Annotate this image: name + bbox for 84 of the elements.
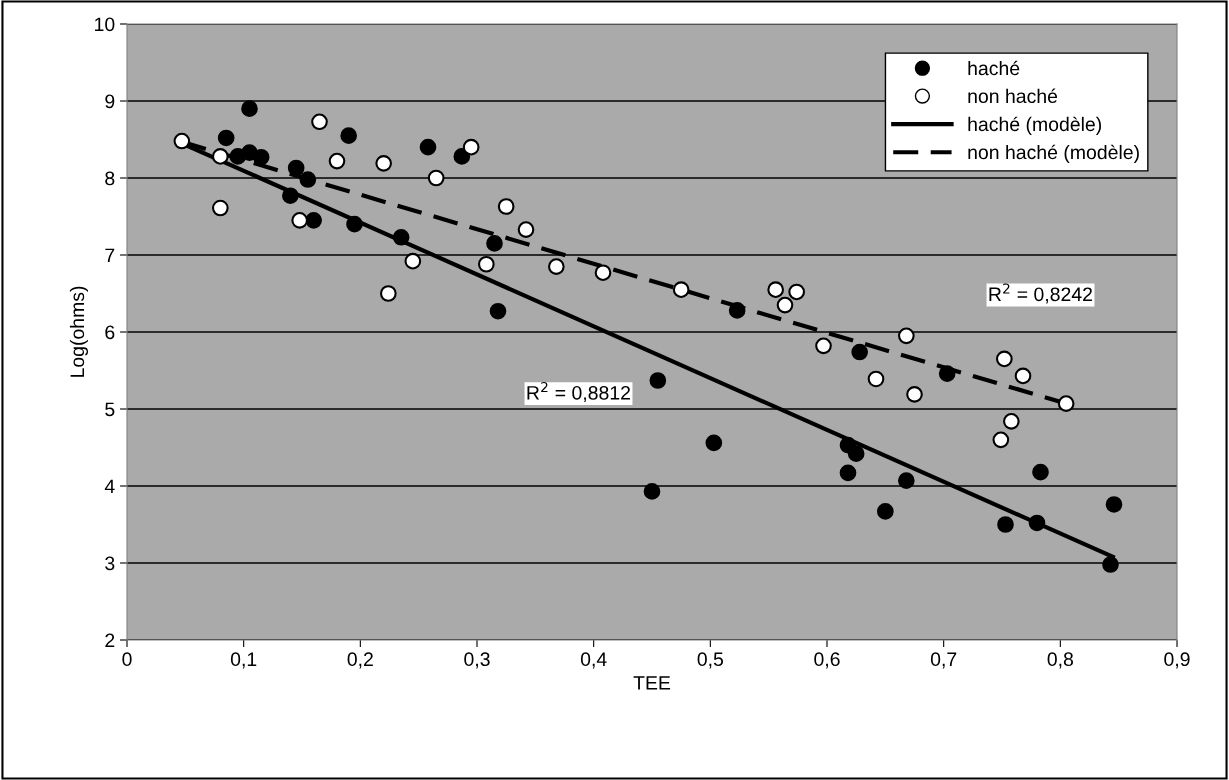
point — [212, 199, 229, 217]
point — [489, 302, 507, 320]
point — [380, 285, 397, 302]
point — [340, 127, 357, 144]
x-tick-label: 0,7 — [930, 652, 957, 669]
point — [212, 148, 229, 165]
point — [548, 258, 565, 275]
point — [305, 212, 322, 229]
point — [877, 503, 894, 520]
point — [217, 129, 235, 147]
point — [705, 434, 723, 452]
point — [997, 516, 1014, 533]
y-tick-label: 9 — [105, 94, 115, 109]
x-tick-label: 0,4 — [580, 652, 607, 669]
x-tick-label: 0,6 — [814, 652, 840, 669]
point — [497, 198, 515, 215]
point — [1003, 413, 1020, 430]
point — [728, 302, 746, 319]
point — [252, 148, 270, 166]
y-tick-label: 5 — [105, 402, 115, 417]
point — [867, 370, 885, 388]
point — [815, 337, 832, 355]
x-axis-title: TEE — [633, 676, 671, 690]
y-tick-label: 8 — [105, 171, 115, 186]
point — [788, 283, 805, 301]
point — [898, 327, 915, 345]
y-axis-title: Log(ohms) — [69, 286, 89, 377]
point — [992, 431, 1010, 449]
point — [898, 472, 915, 489]
x-tick-label: 0,3 — [464, 652, 490, 669]
x-tick-label: 0 — [122, 652, 132, 667]
legend-label: haché (modèle) — [968, 116, 1102, 135]
point — [282, 187, 299, 205]
point — [517, 221, 535, 238]
y-tick-label: 10 — [95, 17, 115, 32]
point — [643, 483, 661, 500]
point — [594, 264, 612, 282]
annotation: R$^{2}$ = 0,8242 — [989, 283, 1092, 304]
point — [173, 132, 191, 150]
point — [1102, 556, 1119, 573]
point — [938, 365, 956, 382]
point — [767, 281, 784, 298]
point — [462, 138, 480, 156]
y-tick-label: 7 — [105, 248, 115, 263]
point — [375, 155, 392, 172]
x-tick-label: 0,1 — [230, 652, 257, 669]
point — [1032, 463, 1049, 481]
point — [299, 171, 317, 188]
point — [1105, 496, 1123, 513]
legend-label: non haché (modèle) — [968, 144, 1139, 164]
point — [478, 255, 495, 273]
point — [404, 252, 422, 270]
x-tick-label: 0,2 — [347, 652, 373, 669]
point — [776, 296, 794, 314]
point — [392, 228, 410, 246]
point — [241, 100, 258, 118]
point — [851, 343, 868, 361]
point — [346, 215, 363, 233]
point — [427, 169, 445, 187]
point — [486, 235, 503, 252]
annotation: R$^{2}$ = 0,8812 — [527, 381, 630, 403]
point — [839, 464, 857, 482]
point — [311, 113, 328, 131]
y-tick-label: 3 — [105, 556, 115, 571]
point — [847, 445, 865, 462]
y-tick-label: 2 — [105, 633, 115, 648]
y-tick-label: 4 — [104, 479, 115, 494]
y-tick-label: 6 — [105, 325, 115, 340]
point — [291, 212, 308, 229]
point — [672, 281, 690, 298]
x-tick-label: 0,5 — [697, 652, 724, 669]
x-tick-label: 0,9 — [1164, 652, 1190, 669]
legend-label: non haché — [968, 88, 1058, 104]
point — [1057, 395, 1075, 412]
point — [996, 350, 1013, 368]
point — [1028, 514, 1046, 532]
point — [419, 138, 437, 156]
point — [1014, 367, 1032, 385]
legend-label: haché — [968, 60, 1020, 76]
point — [649, 372, 667, 389]
point — [906, 386, 923, 403]
point — [287, 159, 305, 177]
point — [328, 152, 346, 170]
x-tick-label: 0,8 — [1047, 652, 1073, 669]
